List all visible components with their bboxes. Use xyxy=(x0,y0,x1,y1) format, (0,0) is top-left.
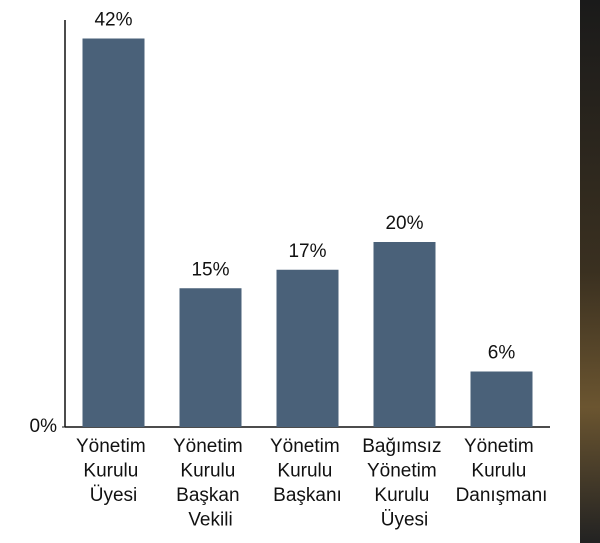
bar xyxy=(179,288,242,427)
bar xyxy=(470,371,533,427)
value-label: 42% xyxy=(94,10,132,31)
value-label: 15% xyxy=(191,259,229,280)
value-label: 17% xyxy=(288,241,326,262)
x-tick-label: Yönetim Kurulu Danışmanı xyxy=(456,436,548,506)
value-label: 6% xyxy=(488,343,516,364)
bar xyxy=(373,242,436,427)
x-tick-label: Bağımsız Yönetim Kurulu Üyesi xyxy=(362,436,446,531)
value-label: 20% xyxy=(385,213,423,234)
x-tick-label: Yönetim Kurulu Başkanı xyxy=(270,436,345,506)
x-tick-label: Yönetim Kurulu Başkan Vekili xyxy=(173,436,248,531)
bar xyxy=(276,269,339,427)
photo-strip xyxy=(580,0,600,543)
y-tick-label: 0% xyxy=(30,416,58,437)
x-tick-label: Yönetim Kurulu Üyesi xyxy=(76,436,151,506)
bar xyxy=(82,38,145,427)
